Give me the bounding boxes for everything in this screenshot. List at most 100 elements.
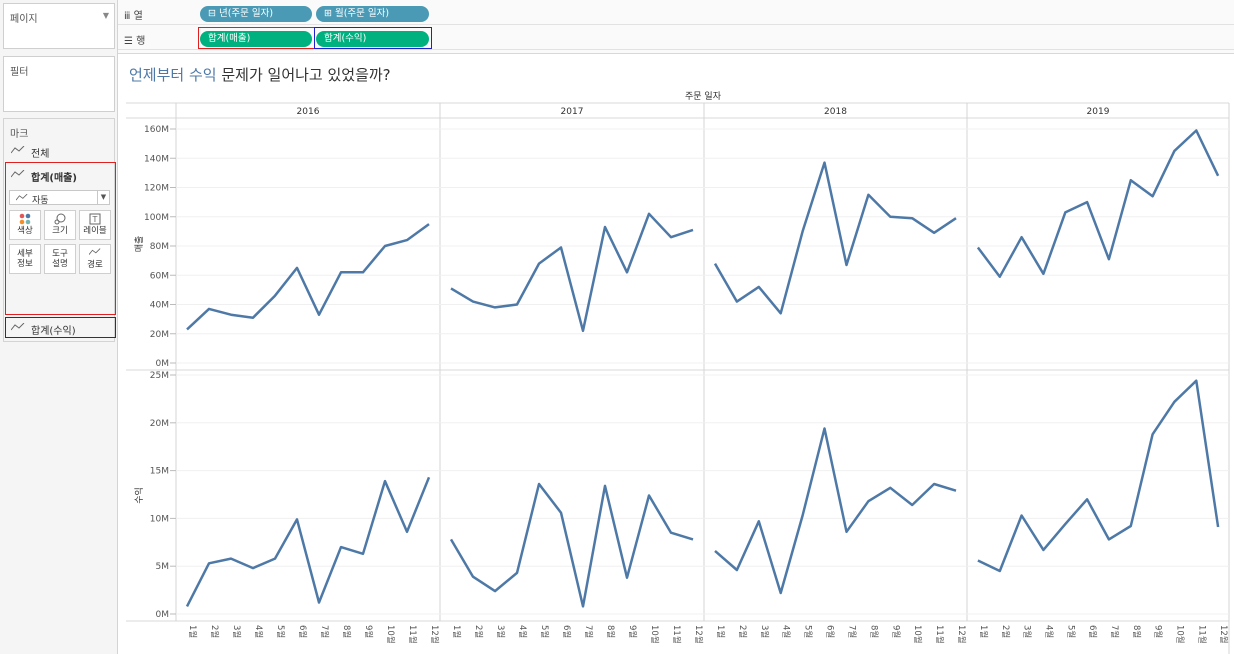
size-button[interactable]: 크기: [44, 210, 76, 240]
month-tick-label: 3월: [759, 625, 770, 638]
month-tick-label: 7월: [319, 625, 330, 638]
series-line-매출-2018: [713, 161, 957, 315]
expand-icon: ⊞: [324, 8, 335, 19]
columns-shelf-label: ⅲ 열: [124, 7, 143, 22]
chevron-down-icon[interactable]: ▼: [102, 11, 109, 20]
sum-profit-pill[interactable]: 합계(수익): [316, 31, 429, 47]
columns-shelf[interactable]: ⅲ 열 ⊟ 년(주문 일자) ⊞ 월(주문 일자): [118, 3, 1234, 25]
filters-card[interactable]: 필터: [3, 56, 115, 112]
month-tick-label: 2월: [209, 625, 220, 638]
y-tick-label: 5M: [156, 562, 170, 572]
y-tick-label: 10M: [150, 514, 169, 524]
month-pill-label: 월(주문 일자): [334, 8, 390, 19]
series-line-수익-2017: [449, 482, 694, 608]
columns-icon: ⅲ: [124, 11, 134, 22]
y-tick-label: 80M: [150, 242, 169, 252]
marks-sales-row[interactable]: 합계(매출): [3, 164, 115, 186]
month-tick-label: 2월: [473, 625, 484, 638]
color-button-label: 색상: [17, 226, 33, 236]
month-tick-label: 4월: [253, 625, 264, 638]
rows-shelf-label: ☰ 행: [124, 32, 145, 47]
month-tick-label: 10월: [912, 625, 923, 644]
y-tick-label: 15M: [150, 467, 169, 477]
line-mark-icon: [11, 170, 25, 178]
y-tick-label: 0M: [156, 359, 170, 369]
month-tick-label: 12월: [693, 625, 704, 644]
series-line-수익-2016: [185, 476, 431, 607]
columns-label: 열: [133, 11, 143, 22]
marks-profit-row[interactable]: 합계(수익): [3, 317, 115, 339]
sum-sales-pill[interactable]: 합계(매출): [200, 31, 312, 47]
y-axis-label: 매출: [134, 236, 145, 253]
month-tick-label: 4월: [517, 625, 528, 638]
month-tick-label: 10월: [649, 625, 660, 644]
chevron-down-icon[interactable]: ▼: [97, 191, 109, 204]
year-header-2017: 2017: [561, 107, 584, 117]
y-tick-label: 140M: [144, 154, 169, 164]
detail-button[interactable]: 세부 정보: [9, 244, 41, 274]
year-header-2019: 2019: [1087, 107, 1110, 117]
year-order-date-pill[interactable]: ⊟ 년(주문 일자): [200, 6, 312, 22]
y-tick-label: 120M: [144, 184, 169, 194]
month-tick-label: 11월: [934, 625, 945, 644]
color-button[interactable]: 색상: [9, 210, 41, 240]
month-tick-label: 10월: [1174, 625, 1185, 644]
marks-profit-label: 합계(수익): [31, 326, 76, 337]
month-tick-label: 3월: [1022, 625, 1033, 638]
month-tick-label: 7월: [846, 625, 857, 638]
tooltip-button[interactable]: 도구 설명: [44, 244, 76, 274]
pages-title: 페이지: [10, 14, 38, 25]
view-title-highlight: 언제부터 수익: [129, 66, 217, 84]
year-header-2016: 2016: [297, 107, 320, 117]
path-icon: [80, 247, 110, 260]
pages-card[interactable]: 페이지 ▼: [3, 3, 115, 49]
month-tick-label: 12월: [956, 625, 967, 644]
month-tick-label: 6월: [561, 625, 572, 638]
rows-label: 행: [136, 36, 146, 47]
sales-marks-highlight: [5, 162, 116, 315]
month-tick-label: 5월: [539, 625, 550, 638]
month-tick-label: 5월: [803, 625, 814, 638]
month-tick-label: 1월: [187, 625, 198, 638]
month-tick-label: 11월: [671, 625, 682, 644]
color-dots-icon: [10, 213, 40, 226]
month-tick-label: 10월: [385, 625, 396, 644]
month-tick-label: 4월: [781, 625, 792, 638]
series-line-매출-2019: [976, 129, 1220, 278]
marks-all-row[interactable]: 전체: [3, 140, 115, 162]
month-tick-label: 1월: [978, 625, 989, 638]
month-tick-label: 7월: [1109, 625, 1120, 638]
month-tick-label: 3월: [495, 625, 506, 638]
path-button-label: 경로: [87, 260, 103, 270]
line-mark-icon: [11, 146, 25, 154]
sales-pill-highlight: [198, 27, 315, 49]
sales-pill-label: 합계(매출): [208, 33, 251, 44]
detail-button-label-2: 정보: [17, 259, 33, 269]
mark-type-dropdown[interactable]: 자동 ▼: [9, 190, 110, 206]
path-button[interactable]: 경로: [79, 244, 111, 274]
month-tick-label: 9월: [363, 625, 374, 638]
marks-title: 마크: [10, 129, 29, 140]
detail-button-label-1: 세부: [17, 249, 33, 259]
month-order-date-pill[interactable]: ⊞ 월(주문 일자): [316, 6, 429, 22]
y-tick-label: 160M: [144, 125, 169, 135]
month-tick-label: 9월: [627, 625, 638, 638]
text-label-icon: T: [80, 213, 110, 226]
series-line-매출-2016: [186, 223, 430, 331]
size-button-label: 크기: [52, 226, 68, 236]
marks-all-label: 전체: [31, 149, 50, 160]
label-button[interactable]: T 레이블: [79, 210, 111, 240]
month-tick-label: 8월: [1131, 625, 1142, 638]
line-mark-icon: [16, 194, 28, 201]
month-tick-label: 5월: [275, 625, 286, 638]
rows-icon: ☰: [124, 36, 137, 47]
y-tick-label: 60M: [150, 271, 169, 281]
y-tick-label: 25M: [150, 371, 169, 381]
rows-shelf[interactable]: ☰ 행 합계(매출) 합계(수익): [118, 28, 1234, 50]
month-tick-label: 1월: [715, 625, 726, 638]
marks-sales-label: 합계(매출): [31, 173, 77, 184]
month-tick-label: 8월: [605, 625, 616, 638]
mark-type-value: 자동: [32, 196, 49, 206]
profit-pill-highlight: [314, 27, 432, 49]
